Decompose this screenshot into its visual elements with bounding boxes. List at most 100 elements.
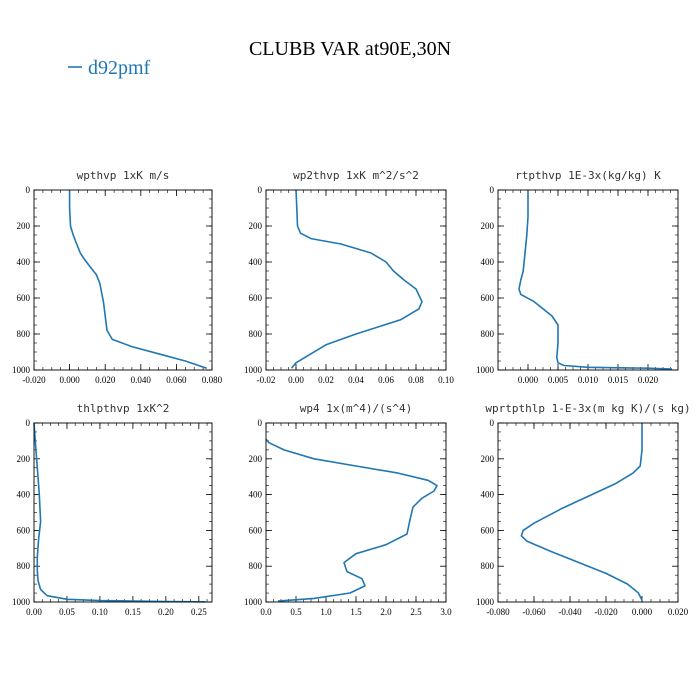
series-line <box>33 422 206 603</box>
x-tick-label: 0.0 <box>260 607 272 617</box>
x-tick-label: 0.20 <box>158 607 174 617</box>
y-tick-label: 200 <box>249 454 263 464</box>
y-tick-label: 1000 <box>12 597 31 607</box>
x-tick-label: 0.080 <box>202 375 223 385</box>
subplot-title: wpthvp 1xK m/s <box>77 169 170 182</box>
series-line <box>290 189 423 369</box>
x-tick-label: 0.25 <box>191 607 207 617</box>
y-tick-label: 600 <box>481 293 495 303</box>
y-tick-label: 400 <box>17 490 31 500</box>
y-tick-label: 800 <box>481 561 495 571</box>
figure-legend: d92pmf <box>68 57 151 79</box>
series-line <box>68 190 207 369</box>
subplot-5: wp4 1x(m^4)/(s^4) 0.0 0.5 1.0 1.5 2.0 2.5 3.0 0 2… <box>244 402 452 617</box>
y-tick-label: 1000 <box>244 597 263 607</box>
x-tick-label: 0.05 <box>59 607 75 617</box>
subplot-1: wpthvp 1xK m/s -0.020 0.000 0.020 0.040 0.060… <box>12 169 223 385</box>
plot-frame <box>33 189 213 371</box>
y-tick-label: 0 <box>258 185 263 195</box>
x-tick-label: 0.020 <box>668 607 689 617</box>
y-tick-label: 200 <box>17 454 31 464</box>
x-tick-label: 0.000 <box>59 375 80 385</box>
legend-label: d92pmf <box>88 57 151 79</box>
x-tick-label: 0.08 <box>408 375 424 385</box>
y-tick-label: 800 <box>249 561 263 571</box>
x-tick-label: 0.04 <box>348 375 364 385</box>
x-tick-label: 0.020 <box>95 375 116 385</box>
x-tick-label: -0.020 <box>594 607 618 617</box>
subplot-title: wprtpthlp 1-E-3x(m kg K)/(s kg) <box>485 402 690 415</box>
y-tick-label: 600 <box>17 525 31 535</box>
y-tick-label: 200 <box>481 454 495 464</box>
y-tick-label: 800 <box>17 329 31 339</box>
plot-frame <box>497 189 679 371</box>
y-tick-label: 800 <box>17 561 31 571</box>
x-tick-label: 2.0 <box>380 607 392 617</box>
x-tick-label: 0.00 <box>288 375 304 385</box>
y-tick-label: 600 <box>17 293 31 303</box>
y-tick-label: 1000 <box>12 365 31 375</box>
y-tick-label: 600 <box>481 525 495 535</box>
subplot-3: rtpthvp 1E-3x(kg/kg) K 0.000 0.005 0.010 0.0… <box>476 169 679 385</box>
series-line <box>265 438 438 602</box>
x-tick-label: 0.015 <box>608 375 629 385</box>
subplot-6: wprtpthlp 1-E-3x(m kg K)/(s kg) -0.080 -0.… <box>476 402 691 617</box>
y-tick-label: 1000 <box>476 365 495 375</box>
y-tick-label: 0 <box>258 418 263 428</box>
x-tick-label: 2.5 <box>410 607 422 617</box>
x-tick-label: 0.005 <box>548 375 569 385</box>
y-tick-label: 1000 <box>244 365 263 375</box>
plot-frame <box>497 422 679 603</box>
x-tick-label: -0.020 <box>22 375 46 385</box>
subplot-title: wp2thvp 1xK m^2/s^2 <box>293 169 419 182</box>
x-tick-label: 1.0 <box>320 607 332 617</box>
y-tick-label: 0 <box>490 418 495 428</box>
y-tick-label: 400 <box>249 490 263 500</box>
x-tick-label: 0.02 <box>318 375 334 385</box>
x-tick-label: 1.5 <box>350 607 362 617</box>
y-tick-label: 200 <box>481 221 495 231</box>
x-tick-label: 0.010 <box>578 375 599 385</box>
figure-title: CLUBB VAR at90E,30N <box>249 38 451 60</box>
y-tick-label: 800 <box>481 329 495 339</box>
series-line <box>520 423 643 601</box>
x-tick-label: 0.10 <box>92 607 108 617</box>
y-tick-label: 400 <box>481 257 495 267</box>
x-tick-label: 0.000 <box>632 607 653 617</box>
y-tick-label: 200 <box>249 221 263 231</box>
x-tick-label: -0.080 <box>486 607 510 617</box>
y-tick-label: 400 <box>249 257 263 267</box>
plot-frame <box>265 422 447 603</box>
y-tick-label: 0 <box>26 185 31 195</box>
x-tick-label: 3.0 <box>440 607 452 617</box>
x-tick-label: 0.040 <box>131 375 152 385</box>
x-tick-label: 0.5 <box>290 607 302 617</box>
y-tick-label: 0 <box>26 418 31 428</box>
x-tick-label: -0.060 <box>522 607 546 617</box>
y-tick-label: 600 <box>249 293 263 303</box>
x-tick-label: -0.040 <box>558 607 582 617</box>
subplot-4: thlpthvp 1xK^2 0.00 0.05 0.10 0.15 0.20 0.25 0 2… <box>12 402 213 617</box>
x-tick-label: 0.06 <box>378 375 394 385</box>
x-tick-label: 0.00 <box>26 607 42 617</box>
subplot-2: wp2thvp 1xK m^2/s^2 -0.02 0.00 0.02 0.04 0.06… <box>244 169 454 385</box>
y-tick-label: 0 <box>490 185 495 195</box>
subplot-title: rtpthvp 1E-3x(kg/kg) K <box>515 169 661 182</box>
x-tick-label: 0.15 <box>125 607 141 617</box>
x-tick-label: 0.020 <box>638 375 659 385</box>
y-tick-label: 400 <box>481 490 495 500</box>
x-tick-label: 0.000 <box>518 375 539 385</box>
plot-frame <box>33 422 213 603</box>
subplot-title: thlpthvp 1xK^2 <box>77 402 170 415</box>
plot-frame <box>265 189 447 371</box>
x-tick-label: -0.02 <box>257 375 276 385</box>
series-line <box>518 190 673 370</box>
subplot-grid: wpthvp 1xK m/s-0.020 0.000 0.020 0.040 0.060… <box>12 169 691 617</box>
x-tick-label: 0.060 <box>166 375 187 385</box>
y-tick-label: 400 <box>17 257 31 267</box>
y-tick-label: 1000 <box>476 597 495 607</box>
y-tick-label: 600 <box>249 525 263 535</box>
subplot-title: wp4 1x(m^4)/(s^4) <box>300 402 413 415</box>
x-tick-label: 0.10 <box>438 375 454 385</box>
